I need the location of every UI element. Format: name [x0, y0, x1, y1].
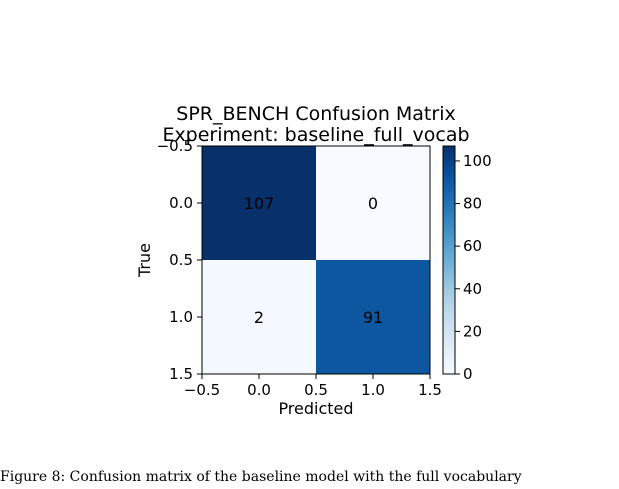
x-tick-label: 1.0	[361, 381, 385, 399]
y-tick-label: 1.0	[169, 308, 193, 326]
colorbar-tick-label: 0	[463, 365, 473, 383]
colorbar	[442, 145, 456, 375]
cell-value-label: 2	[254, 308, 264, 327]
y-tick-label: −0.5	[157, 137, 193, 155]
colorbar-tick-label: 60	[463, 237, 482, 255]
colorbar-tick-label: 40	[463, 280, 482, 298]
colorbar-tick-label: 80	[463, 195, 482, 213]
x-axis-ticks: −0.5 0.0 0.5 1.0 1.5	[184, 374, 442, 399]
x-tick-label: 1.5	[418, 381, 442, 399]
chart-subtitle: Experiment: baseline_full_vocab	[162, 124, 469, 146]
heatmap-cell	[316, 260, 430, 374]
y-axis-label: True	[135, 243, 154, 278]
colorbar-ticks: 0 20 40 60 80 100	[455, 152, 492, 383]
x-tick-label: 0.0	[247, 381, 271, 399]
heatmap-cell	[316, 146, 430, 260]
heatmap-cells	[202, 146, 430, 374]
colorbar-tick-label: 20	[463, 322, 482, 340]
figure-caption: Figure 8: Confusion matrix of the baseli…	[0, 469, 522, 485]
heatmap-cell	[202, 146, 316, 260]
heatmap-cell	[202, 260, 316, 374]
cell-value-label: 0	[368, 194, 378, 213]
y-axis-ticks: −0.5 0.0 0.5 1.0 1.5	[157, 137, 202, 383]
heatmap-cell-labels: 107 0 2 91	[244, 194, 383, 327]
x-tick-label: −0.5	[184, 381, 220, 399]
x-axis-label: Predicted	[278, 399, 353, 418]
x-tick-label: 0.5	[304, 381, 328, 399]
cell-value-label: 107	[244, 194, 275, 213]
colorbar-tick-label: 100	[463, 152, 492, 170]
y-tick-label: 0.5	[169, 251, 193, 269]
chart-title: SPR_BENCH Confusion Matrix	[176, 103, 455, 125]
y-tick-label: 1.5	[169, 365, 193, 383]
y-tick-label: 0.0	[169, 194, 193, 212]
cell-value-label: 91	[363, 308, 383, 327]
